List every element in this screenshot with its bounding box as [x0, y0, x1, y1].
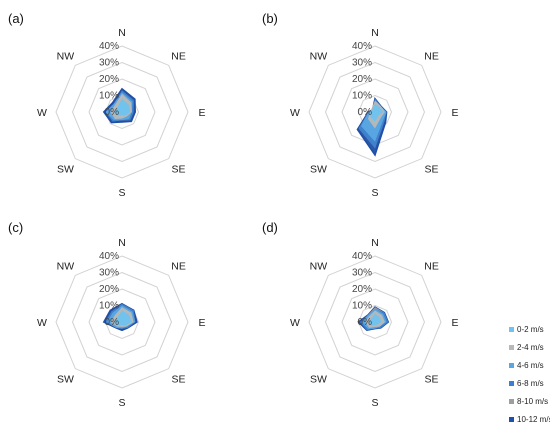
- ring-tick-label: 20%: [352, 284, 372, 295]
- ring-tick-label: 0%: [358, 317, 373, 328]
- direction-label: W: [37, 317, 47, 329]
- ring-tick-label: 10%: [99, 91, 119, 102]
- direction-label: NE: [424, 260, 439, 272]
- series-area: [113, 98, 131, 116]
- direction-label: S: [371, 187, 378, 199]
- direction-label: E: [198, 107, 205, 119]
- grid-ring: [55, 255, 189, 389]
- legend-label: 8-10 m/s: [517, 397, 548, 406]
- legend-swatch: [509, 381, 514, 386]
- grid-ring: [88, 78, 156, 146]
- grid-ring: [55, 45, 189, 179]
- direction-label: NW: [310, 260, 328, 272]
- ring-tick-label: 20%: [99, 284, 119, 295]
- series-area: [368, 313, 382, 326]
- direction-label: NW: [57, 50, 75, 62]
- direction-label: W: [290, 317, 300, 329]
- grid-ring: [357, 304, 393, 340]
- direction-label: SW: [310, 164, 327, 176]
- legend-swatch: [509, 345, 514, 350]
- direction-label: E: [198, 317, 205, 329]
- direction-label: S: [118, 397, 125, 409]
- panel-label: (c): [8, 220, 23, 235]
- direction-label: E: [451, 107, 458, 119]
- ring-tick-label: 30%: [99, 58, 119, 69]
- ring-tick-label: 30%: [99, 268, 119, 279]
- ring-tick-label: 10%: [352, 301, 372, 312]
- direction-label: N: [118, 27, 126, 39]
- direction-label: W: [37, 107, 47, 119]
- radar-panel: 0% 10% 20% 30% 40% N NE E SE S SW W NW (d): [262, 220, 459, 409]
- legend-swatch: [509, 327, 514, 332]
- direction-label: SE: [425, 164, 439, 176]
- series-area: [370, 103, 384, 122]
- grid-ring: [341, 288, 409, 356]
- direction-label: W: [290, 107, 300, 119]
- ring-tick-label: 40%: [99, 41, 119, 52]
- panel-label: (d): [262, 220, 278, 235]
- panel-label: (b): [262, 11, 278, 26]
- legend-swatch: [509, 399, 514, 404]
- grid-ring: [71, 61, 173, 163]
- direction-label: N: [371, 237, 379, 249]
- ring-tick-label: 40%: [352, 41, 372, 52]
- legend-label: 0-2 m/s: [517, 325, 544, 334]
- series-area: [113, 310, 132, 326]
- direction-label: N: [118, 237, 126, 249]
- ring-tick-label: 20%: [99, 74, 119, 85]
- direction-label: SE: [172, 374, 186, 386]
- direction-label: SE: [425, 374, 439, 386]
- grid-ring: [71, 271, 173, 373]
- direction-label: SE: [172, 164, 186, 176]
- direction-label: SW: [57, 164, 74, 176]
- direction-label: NE: [424, 50, 439, 62]
- direction-label: NW: [57, 260, 75, 272]
- ring-tick-label: 40%: [352, 251, 372, 262]
- ring-tick-label: 0%: [105, 107, 120, 118]
- grid-ring: [308, 45, 442, 179]
- direction-label: S: [371, 397, 378, 409]
- legend-swatch: [509, 417, 514, 422]
- grid-ring: [324, 271, 426, 373]
- direction-label: N: [371, 27, 379, 39]
- ring-tick-label: 0%: [358, 107, 373, 118]
- direction-label: NW: [310, 50, 328, 62]
- direction-label: NE: [171, 50, 186, 62]
- legend-label: 2-4 m/s: [517, 343, 544, 352]
- legend-label: 10-12 m/s: [517, 415, 550, 424]
- legend-label: 4-6 m/s: [517, 361, 544, 370]
- grid-ring: [324, 61, 426, 163]
- radar-panel: 0% 10% 20% 30% 40% N NE E SE S SW W NW (b): [262, 11, 459, 199]
- ring-tick-label: 30%: [352, 268, 372, 279]
- direction-label: S: [118, 187, 125, 199]
- ring-tick-label: 0%: [105, 317, 120, 328]
- legend-label: 6-8 m/s: [517, 379, 544, 388]
- radar-panel: 0% 10% 20% 30% 40% N NE E SE S SW W NW (c): [8, 220, 206, 409]
- grid-ring: [88, 288, 156, 356]
- ring-tick-label: 20%: [352, 74, 372, 85]
- ring-tick-label: 30%: [352, 58, 372, 69]
- direction-label: SW: [57, 374, 74, 386]
- ring-tick-label: 10%: [99, 301, 119, 312]
- legend: 0-2 m/s 2-4 m/s 4-6 m/s 6-8 m/s 8-10 m/s 10-1…: [509, 325, 550, 424]
- grid-ring: [308, 255, 442, 389]
- direction-label: SW: [310, 374, 327, 386]
- ring-tick-label: 40%: [99, 251, 119, 262]
- direction-label: NE: [171, 260, 186, 272]
- radar-panel: 0% 10% 20% 30% 40% N NE E SE S SW W NW (a): [8, 11, 206, 199]
- panel-label: (a): [8, 11, 24, 26]
- direction-label: E: [451, 317, 458, 329]
- legend-swatch: [509, 363, 514, 368]
- ring-tick-label: 10%: [352, 91, 372, 102]
